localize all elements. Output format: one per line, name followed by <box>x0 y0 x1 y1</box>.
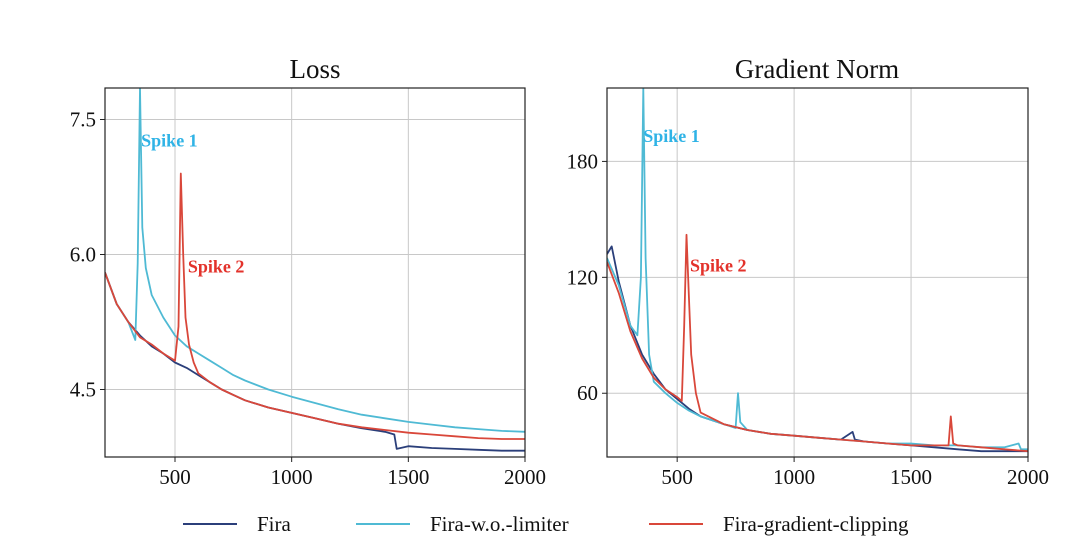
loss-annotation-spike-1: Spike 1 <box>141 131 198 151</box>
loss-panel: Loss 500 1000 1500 2000 4.56.07.5 Spike 1Sp… <box>70 54 546 489</box>
legend: Fira Fira-w.o.-limiter Fira-gradient-cli… <box>183 512 909 536</box>
gradient-norm-annotation-spike-1: Spike 1 <box>643 126 700 146</box>
gradient-norm-annotations: Spike 1 Spike 2 <box>643 126 746 275</box>
loss-series <box>105 88 525 452</box>
loss-annotation-spike-2: Spike 2 <box>188 257 245 277</box>
gradient-norm-annotation-spike-2: Spike 2 <box>690 256 747 276</box>
loss-plot-frame <box>104 87 526 458</box>
gradient-norm-title: Gradient Norm <box>735 54 899 84</box>
legend-item-fira-gradient-clipping: Fira-gradient-clipping <box>649 512 909 536</box>
loss-y-tick-label: 4.5 <box>70 378 96 402</box>
gradient-norm-y-tick-label: 180 <box>567 149 599 173</box>
gradient-norm-x-ticks: 500 1000 1500 2000 <box>661 457 1049 489</box>
gradient-norm-panel: Gradient Norm 500 1000 1500 2000 60 120 180 S… <box>567 54 1050 489</box>
gradient-norm-y-tick-label: 60 <box>577 381 598 405</box>
loss-y-tick-label: 7.5 <box>70 108 96 132</box>
gradient-norm-x-tick-label: 1500 <box>890 465 932 489</box>
gradient-norm-plot-frame <box>606 87 1029 458</box>
legend-label-fira-wo-limiter: Fira-w.o.-limiter <box>430 512 569 536</box>
loss-x-tick-label: 1500 <box>387 465 429 489</box>
loss-x-tick-label: 2000 <box>504 465 546 489</box>
loss-x-ticks: 500 1000 1500 2000 <box>159 457 546 489</box>
gradient-norm-series-fira-wo-limiter <box>607 88 1028 451</box>
loss-y-ticks: 4.5 6.0 7.5 <box>70 108 105 402</box>
loss-annotations: Spike 1 Spike 2 <box>141 131 244 277</box>
gradient-norm-x-tick-label: 500 <box>661 465 693 489</box>
legend-label-fira: Fira <box>257 512 292 536</box>
loss-x-tick-label: 1000 <box>271 465 313 489</box>
gradient-norm-series <box>607 88 1028 453</box>
legend-item-fira-wo-limiter: Fira-w.o.-limiter <box>356 512 569 536</box>
loss-title: Loss <box>289 54 340 84</box>
legend-label-fira-gradient-clipping: Fira-gradient-clipping <box>723 512 909 536</box>
loss-series-fira <box>105 272 525 452</box>
gradient-norm-x-tick-label: 2000 <box>1007 465 1049 489</box>
legend-item-fira: Fira <box>183 512 292 536</box>
loss-y-tick-label: 6.0 <box>70 243 96 267</box>
gradient-norm-y-ticks: 60 120 180 <box>567 149 607 405</box>
gradient-norm-y-tick-label: 120 <box>567 265 599 289</box>
loss-x-tick-label: 500 <box>159 465 191 489</box>
gradient-norm-x-tick-label: 1000 <box>773 465 815 489</box>
loss-series-fira-wo-limiter <box>105 88 525 433</box>
gradient-norm-series-fira-gradient-clipping <box>607 233 1028 453</box>
loss-series-fira-gradient-clipping <box>105 172 525 440</box>
